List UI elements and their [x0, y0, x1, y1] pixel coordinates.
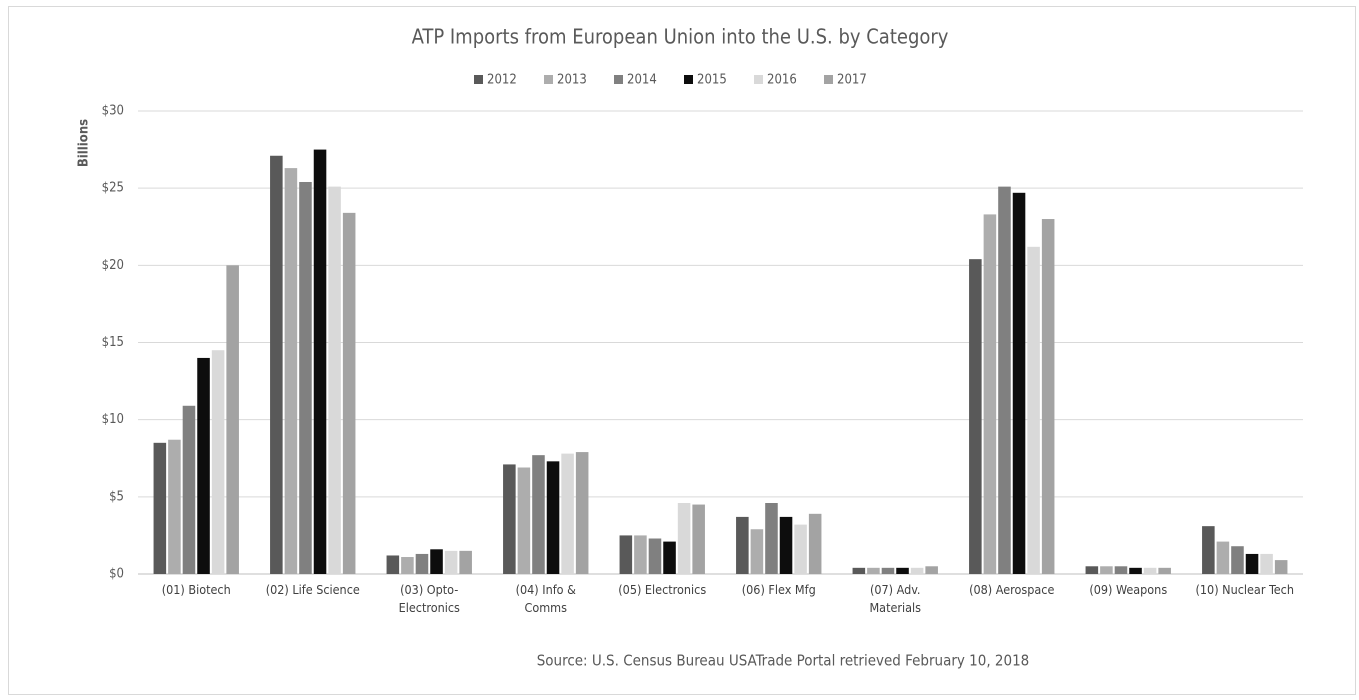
- bar: [677, 503, 691, 574]
- bar: [1100, 566, 1113, 574]
- bar: [1274, 560, 1288, 574]
- bar: [998, 186, 1011, 574]
- bar: [1129, 567, 1142, 574]
- bar: [575, 452, 589, 574]
- legend-label: 2014: [627, 73, 657, 88]
- y-tick-label: $20: [102, 258, 124, 273]
- y-tick-label: $30: [102, 104, 124, 119]
- bar: [270, 155, 283, 575]
- legend-swatch: [684, 75, 693, 84]
- bar: [546, 461, 560, 574]
- bar: [794, 524, 807, 574]
- bar: [983, 214, 997, 575]
- bar: [634, 535, 647, 574]
- bar: [1114, 566, 1128, 574]
- bar: [1143, 567, 1157, 574]
- bar: [503, 464, 516, 574]
- x-tick-label: (09) Weapons: [1089, 582, 1168, 597]
- bar: [1027, 246, 1040, 574]
- legend-swatch: [754, 75, 763, 84]
- bar: [852, 567, 866, 574]
- bar: [328, 186, 341, 574]
- bar: [750, 529, 764, 574]
- y-tick-label: $25: [102, 181, 124, 196]
- bar: [779, 516, 793, 574]
- bar: [182, 405, 196, 574]
- bar: [808, 513, 822, 574]
- legend-label: 2015: [697, 73, 727, 88]
- bar: [619, 535, 633, 574]
- bar: [299, 181, 312, 574]
- chart-title: ATP Imports from European Union into the…: [412, 25, 949, 49]
- bar: [1231, 546, 1244, 574]
- bar: [663, 541, 676, 574]
- legend-swatch: [474, 75, 483, 84]
- bar: [969, 259, 982, 574]
- bar: [401, 557, 414, 574]
- bar: [867, 567, 880, 574]
- x-tick-label: (04) Info & Comms: [515, 582, 576, 615]
- bar: [444, 550, 458, 574]
- bar: [1245, 553, 1259, 574]
- bar: [342, 212, 356, 575]
- bar: [211, 350, 225, 574]
- bar: [226, 265, 239, 574]
- source-note: Source: U.S. Census Bureau USATrade Port…: [537, 652, 1030, 670]
- bar: [386, 555, 400, 574]
- bar: [736, 516, 749, 574]
- legend-swatch: [544, 75, 553, 84]
- bar: [648, 538, 662, 574]
- bar: [197, 357, 210, 574]
- x-tick-label: (07) Adv. Materials: [869, 582, 922, 615]
- bar: [1202, 526, 1215, 574]
- bar: [415, 553, 429, 574]
- y-tick-label: $10: [102, 412, 124, 427]
- legend-swatch: [824, 75, 833, 84]
- x-tick-label: (10) Nuclear Tech: [1195, 582, 1294, 597]
- bar: [1216, 541, 1230, 574]
- legend-label: 2017: [837, 73, 867, 88]
- bar: [692, 504, 705, 574]
- bar: [910, 567, 924, 574]
- legend-label: 2013: [557, 73, 587, 88]
- legend-label: 2016: [767, 73, 797, 88]
- x-tick-label: (08) Aerospace: [969, 582, 1055, 597]
- bar: [765, 503, 778, 574]
- legend-label: 2012: [487, 73, 517, 88]
- bar: [1260, 553, 1273, 574]
- y-axis-label: Billions: [77, 119, 92, 167]
- y-tick-label: $15: [102, 335, 124, 350]
- bar: [1012, 192, 1026, 574]
- bar: [459, 550, 472, 574]
- x-tick-label: (01) Biotech: [161, 582, 231, 597]
- bar: [430, 549, 443, 574]
- bar: [517, 467, 531, 574]
- x-tick-label: (02) Life Science: [265, 582, 360, 597]
- y-tick-label: $5: [109, 489, 124, 504]
- x-tick-label: (06) Flex Mfg: [741, 582, 816, 597]
- legend-swatch: [614, 75, 623, 84]
- bar: [561, 453, 574, 574]
- y-tick-label: $0: [109, 567, 124, 582]
- x-tick-label: (03) Opto- Electronics: [398, 582, 460, 615]
- bar: [881, 567, 895, 574]
- bar: [925, 566, 938, 574]
- bar: [313, 149, 327, 575]
- bar: [1041, 219, 1055, 575]
- bar: [532, 455, 545, 574]
- bar: [153, 442, 167, 574]
- bar: [1085, 566, 1099, 574]
- x-tick-label: (05) Electronics: [618, 582, 707, 597]
- bar: [284, 168, 298, 574]
- bar: [168, 439, 181, 574]
- bar: [896, 567, 909, 574]
- bar: [1158, 567, 1171, 574]
